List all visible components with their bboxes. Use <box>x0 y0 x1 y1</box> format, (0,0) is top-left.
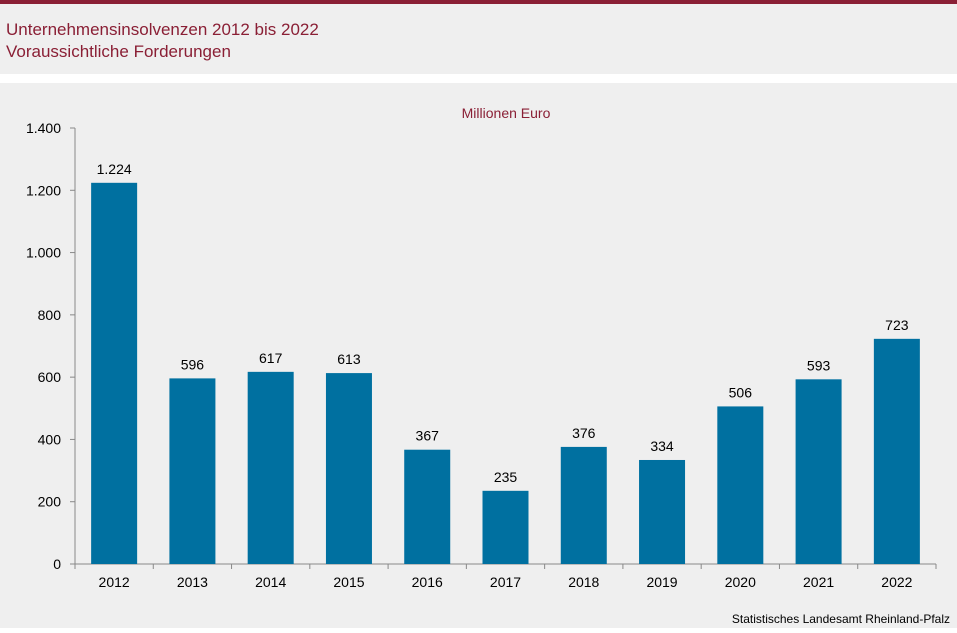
y-axis: 0 200 400 600 800 1.000 1.200 1.400 <box>26 120 76 572</box>
bar-2018 <box>560 446 607 564</box>
unit-label: Millionen Euro <box>462 105 551 121</box>
value-label-2017: 235 <box>494 469 518 485</box>
value-label-2022: 723 <box>885 317 909 333</box>
source-note: Statistisches Landesamt Rheinland-Pfalz <box>731 612 950 626</box>
bar-2020 <box>717 406 764 564</box>
chart-title: Unternehmensinsolvenzen 2012 bis 2022 <box>6 20 319 39</box>
x-tick-label-2020: 2020 <box>725 574 756 590</box>
x-tick-label-2022: 2022 <box>881 574 912 590</box>
bar-2013 <box>169 378 216 564</box>
value-label-2021: 593 <box>807 357 831 373</box>
bar-2014 <box>247 371 294 564</box>
value-label-2016: 367 <box>416 428 440 444</box>
x-axis: 2012 2013 2014 2015 2016 2017 2018 2019 2020 2021… <box>74 563 937 590</box>
x-tick-label-2013: 2013 <box>177 574 208 590</box>
x-tick-label-2012: 2012 <box>99 574 130 590</box>
value-label-2020: 506 <box>729 384 753 400</box>
bar-2015 <box>325 373 372 564</box>
y-tick-label: 600 <box>38 369 62 385</box>
bars <box>91 182 920 564</box>
x-tick-label-2017: 2017 <box>490 574 521 590</box>
x-tick-label-2014: 2014 <box>255 574 286 590</box>
value-label-2014: 617 <box>259 350 283 366</box>
y-tick-label: 200 <box>38 494 62 510</box>
x-tick-label-2021: 2021 <box>803 574 834 590</box>
y-tick-label: 0 <box>53 556 61 572</box>
y-tick-label: 1.000 <box>26 245 61 261</box>
bar-2019 <box>639 459 686 564</box>
value-labels: 1.224 596 617 613 367 235 376 334 506 593 723 <box>97 161 909 485</box>
y-tick-label: 800 <box>38 307 62 323</box>
x-tick-label-2018: 2018 <box>568 574 599 590</box>
value-label-2012: 1.224 <box>97 161 132 177</box>
top-accent-bar <box>0 0 957 4</box>
x-tick-label-2015: 2015 <box>333 574 364 590</box>
value-label-2019: 334 <box>650 438 674 454</box>
y-tick-label: 1.400 <box>26 120 61 136</box>
chart-area: Millionen Euro 0 200 400 600 800 1.000 1.200 1.… <box>0 83 957 628</box>
bar-2017 <box>482 490 529 564</box>
value-label-2015: 613 <box>337 351 361 367</box>
chart-header: Unternehmensinsolvenzen 2012 bis 2022 Vo… <box>0 4 957 74</box>
x-tick-label-2016: 2016 <box>412 574 443 590</box>
bar-2022 <box>873 338 920 564</box>
bar-2012 <box>91 182 138 564</box>
y-tick-label: 400 <box>38 431 62 447</box>
bar-2016 <box>404 449 451 564</box>
chart-subtitle: Voraussichtliche Forderungen <box>6 42 231 61</box>
y-tick-label: 1.200 <box>26 182 61 198</box>
bar-2021 <box>795 379 842 564</box>
x-tick-label-2019: 2019 <box>646 574 677 590</box>
value-label-2013: 596 <box>181 356 205 372</box>
value-label-2018: 376 <box>572 425 596 441</box>
bar-chart: Millionen Euro 0 200 400 600 800 1.000 1.200 1.… <box>26 105 937 590</box>
